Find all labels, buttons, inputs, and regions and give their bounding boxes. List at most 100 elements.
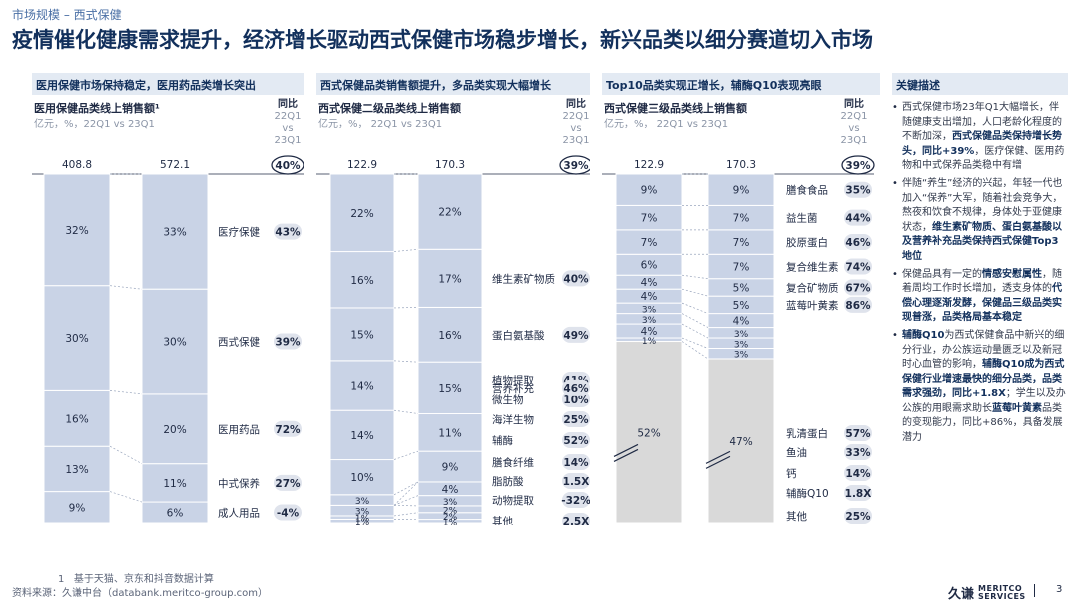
connector-line [109,445,143,464]
connector-line [681,288,709,297]
series-label: 中式保养 [218,477,260,490]
bar-segment [417,361,483,415]
series-growth: 27% [275,478,301,490]
page-separator [1034,584,1035,597]
series-growth: 1.5X [563,476,590,488]
series-growth: 46% [563,383,589,395]
segment-label: 33% [163,227,186,239]
panel-head-3: Top10品类实现正增长，辅酶Q10表现亮眼 [602,73,880,95]
segment-label: 4% [641,291,658,303]
series-growth: 33% [845,447,871,459]
notes-list: 西式保健市场23年Q1大幅增长，伴随健康支出增加，人口老龄化程度的不断加深，西式… [892,101,1068,446]
connector-line [393,409,419,414]
series-growth: 35% [845,185,871,197]
segment-label: 6% [641,260,658,272]
segment-label: 6% [167,508,184,520]
series-label: 微生物 [492,393,524,406]
series-growth: 14% [845,468,871,480]
bar-segment [615,229,683,255]
total-label: 408.8 [62,159,92,171]
bar-segment [615,204,683,231]
segment-label: 11% [438,427,461,439]
stacked-bar-chart-1: 408.8 572.1 40% 9% 13% 16% 30% 32% 6% 11% 20% 30% 33… [32,155,304,524]
series-label: 医用药品 [218,424,260,436]
segment-label: 3% [355,497,370,507]
connector-line [109,390,143,395]
break-mark [705,455,731,469]
break-mark [613,448,639,462]
bar-segment [707,253,775,280]
chart-subtitle-2: 亿元，%， 22Q1 vs 23Q1 [318,119,443,130]
segment-label: 14% [350,430,373,442]
bar-segment [707,204,775,231]
series-label: 辅酶Q10 [786,487,829,500]
series-growth-bg [562,454,590,470]
logo-en: MERITCO SERVICES [978,583,1026,601]
series-growth-bg [844,444,872,460]
panel-head-1: 医用保健市场保持稳定，医用药品类增长突出 [32,73,304,95]
series-growth-bg [844,425,872,441]
segment-label: 5% [733,282,750,294]
note-item: 西式保健市场23年Q1大幅增长，伴随健康支出增加，人口老龄化程度的不断加深，西式… [892,101,1068,174]
series-growth-bg [274,474,302,491]
series-label: 营养补充 [492,382,534,395]
total-label: 122.9 [347,159,377,171]
total-growth: 39% [563,160,589,172]
bar-segment [43,173,111,287]
break-mark [613,443,639,457]
connector-line [393,360,419,363]
chart-panel-2: 西式保健品类销售额提升，多品类实现大幅增长 西式保健二级品类线上销售额 亿元，%… [316,73,590,525]
segment-label: 52% [637,427,660,439]
segment-label: 14% [350,381,373,393]
segment-label: 4% [733,316,750,328]
bar-segment [329,459,395,496]
total-growth: 39% [845,160,871,172]
series-label: 膳食纤维 [492,456,534,469]
footnote: 1 基于天猫、京东和抖音数据计算 [58,574,214,585]
series-label: 膳食食品 [786,184,828,197]
connector-line [393,495,419,506]
segment-label: 16% [438,330,461,342]
yoy-header-2: 同比 22Q1 vs 23Q1 [562,99,590,146]
segment-label: 30% [163,337,186,349]
series-growth: 44% [845,213,871,225]
stacked-bar-chart-2: 122.9 170.3 39%1%1%3%3%10%14%14%15%16%22%1… [316,155,590,525]
company-logo: 久谦 MERITCO SERVICES [948,583,1026,602]
connector-line [681,302,709,314]
segment-label: 13% [65,464,88,476]
total-label: 122.9 [634,159,664,171]
connector-line [393,481,419,506]
bar-segment [329,360,395,411]
segment-label: 11% [163,478,186,490]
segment-label: 16% [65,413,88,425]
bar-segment [417,306,483,363]
connector-line [393,505,419,507]
segment-label: 9% [733,185,750,197]
connector-line [393,450,419,460]
series-growth-bg [844,485,872,501]
series-growth: 46% [845,237,871,249]
connector-line [681,323,709,339]
bar-segment [43,445,111,493]
series-growth-bg [562,432,590,448]
segment-label: 3% [642,305,657,315]
series-growth-bg [844,258,872,275]
series-growth: 25% [845,511,871,523]
series-label: 维生素矿物质 [492,272,555,285]
chart-title-1: 医用保健品类线上销售额¹ [34,102,160,115]
connector-line [393,481,419,496]
series-growth-bg [562,492,590,508]
segment-label: 1% [443,518,458,525]
connector-line [393,512,419,517]
series-growth-bg [844,508,872,524]
bar-segment [417,248,483,308]
series-label: 医疗保健 [218,226,260,239]
page-number: 3 [1056,584,1063,595]
chart-title-3: 西式保健三级品类线上销售额 [604,102,747,115]
series-growth: 52% [563,435,589,447]
segment-label: 17% [438,273,461,285]
bar-segment [43,491,111,524]
bar-segment [417,173,483,250]
logo-cn: 久谦 [948,587,975,602]
segment-label: 9% [442,462,459,474]
